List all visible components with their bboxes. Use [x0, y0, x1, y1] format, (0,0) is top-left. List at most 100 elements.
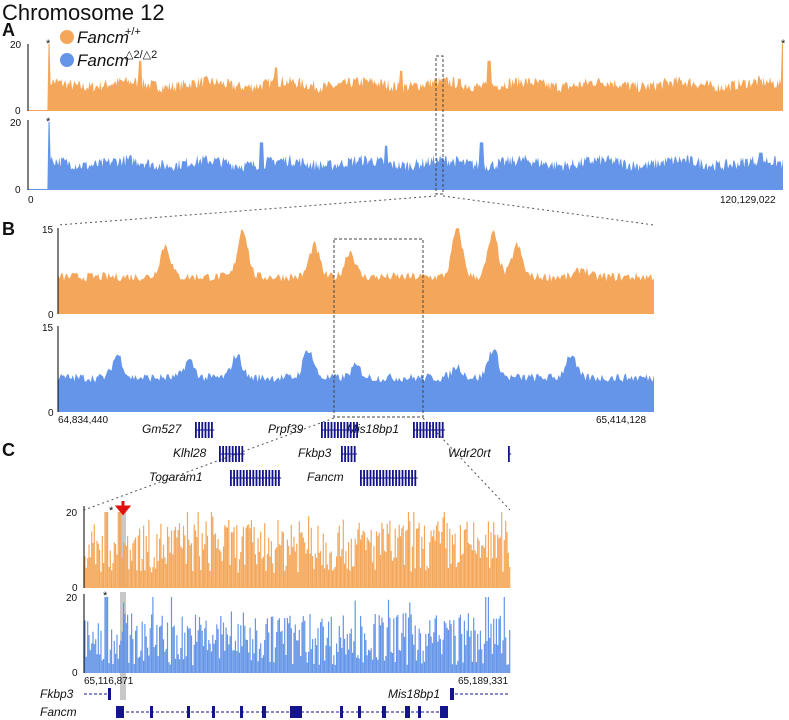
gene-exon — [219, 446, 221, 462]
gene-exon — [274, 470, 277, 486]
gene-label-mis18bp1: Mis18bp1 — [347, 422, 399, 436]
gene-exon — [230, 470, 232, 486]
panel-c-wt-peak-marker: * — [109, 505, 114, 517]
gene-exon — [358, 706, 361, 718]
panel-label-b: B — [2, 219, 15, 239]
panel-c-x-start: 65,116,871 — [84, 676, 134, 687]
gene-exon — [212, 706, 215, 718]
panel-a-wt-peak-marker-left: * — [46, 38, 51, 50]
gene-exon — [379, 470, 381, 486]
panel-c-red-arrow-icon — [114, 501, 132, 516]
legend-mut-label: Fancm — [77, 51, 129, 70]
gene-exon — [337, 422, 339, 438]
panel-c-wt-ytick-max: 20 — [66, 508, 78, 519]
gene-exon — [344, 446, 346, 462]
panel-b-zoom-box — [333, 238, 424, 418]
gene-exon — [408, 470, 410, 486]
gene-exon — [231, 446, 234, 462]
gene-exon — [392, 470, 394, 486]
gene-exon — [422, 422, 425, 438]
gene-exon — [324, 422, 326, 438]
gene-exon — [413, 422, 415, 438]
gene-exon — [262, 706, 266, 718]
figure-title: Chromosome 12 — [2, 0, 165, 25]
gene-label-fkbp3: Fkbp3 — [298, 446, 332, 460]
panel-b-zoom-line-right — [422, 417, 511, 511]
gene-exon — [438, 422, 441, 438]
gene-exon — [366, 470, 369, 486]
legend-wt-label: Fancm — [77, 28, 129, 47]
panel-b-wt-ytick-max: 15 — [42, 225, 54, 236]
gene-label-wdr20rt: Wdr20rt — [448, 446, 491, 460]
gene-exon — [425, 422, 428, 438]
gene-label-c-fkbp3: Fkbp3 — [40, 687, 74, 701]
gene-label-togaram1: Togaram1 — [149, 470, 203, 484]
gene-exon — [405, 706, 410, 718]
gene-exon — [116, 706, 124, 718]
gene-exon — [204, 422, 207, 438]
gene-exon — [340, 422, 342, 438]
panel-c-mut-peak-marker: * — [103, 590, 108, 602]
panel-label-a: A — [2, 20, 15, 40]
gene-exon — [246, 470, 248, 486]
panel-c-gene-models — [84, 688, 510, 718]
gene-exon — [207, 422, 210, 438]
gene-exon — [508, 446, 510, 462]
gene-exon — [341, 446, 343, 462]
gene-exon — [195, 422, 197, 438]
panel-a-wt-track: 20 0 * * — [10, 38, 786, 117]
gene-exon — [333, 422, 336, 438]
panel-b-gene-models — [195, 422, 512, 486]
panel-b-gene-track: Gm527 Prpf39 Mis18bp1 Klhl28 Fkbp3 Wdr20… — [142, 422, 512, 486]
panel-b-mut-ytick-max: 15 — [42, 323, 54, 334]
gene-exon — [376, 470, 378, 486]
gene-exon — [385, 470, 388, 486]
panel-a-mut-ytick-min: 0 — [15, 185, 21, 196]
panel-c-wt-ytick-min: 0 — [72, 583, 78, 594]
gene-label-fancm: Fancm — [307, 470, 344, 484]
gene-exon — [429, 422, 431, 438]
gene-exon — [258, 470, 261, 486]
gene-exon — [241, 446, 244, 462]
gene-exon — [290, 706, 302, 718]
legend-mut-marker — [60, 53, 74, 67]
gene-exon — [236, 470, 239, 486]
panel-b-mut-area — [58, 349, 654, 412]
gene-exon — [198, 422, 200, 438]
gene-exon — [360, 470, 362, 486]
gene-exon — [398, 470, 401, 486]
gene-exon — [414, 470, 417, 486]
panel-c-wt-bars — [84, 512, 511, 588]
panel-a-mut-area — [28, 122, 783, 190]
panel-a-wt-peak-marker-right: * — [781, 38, 786, 50]
gene-exon — [419, 422, 422, 438]
panel-b-mut-ytick-min: 0 — [48, 408, 54, 419]
panel-c-mut-ytick-max: 20 — [66, 593, 78, 604]
gene-exon — [238, 446, 240, 462]
gene-exon — [353, 446, 356, 462]
gene-exon — [255, 470, 258, 486]
gene-exon — [372, 470, 375, 486]
gene-exon — [435, 422, 438, 438]
gene-exon — [388, 470, 391, 486]
panel-a-zoom-line-right — [442, 195, 655, 226]
gene-exon — [235, 446, 237, 462]
panel-a-wt-area — [28, 44, 783, 111]
gene-exon — [369, 470, 372, 486]
panel-c-mut-ytick-min: 0 — [72, 668, 78, 679]
gene-exon — [252, 470, 255, 486]
gene-exon — [271, 470, 274, 486]
gene-label-klhl28: Klhl28 — [173, 446, 207, 460]
gene-label-c-mis18bp1: Mis18bp1 — [388, 687, 440, 701]
gene-exon — [441, 422, 444, 438]
gene-exon — [340, 706, 343, 718]
gene-exon — [233, 470, 235, 486]
panel-c-x-end: 65,189,331 — [458, 676, 508, 687]
gene-label-c-fancm: Fancm — [40, 705, 77, 719]
panel-a-zoom-line-left — [57, 195, 437, 226]
gene-exon — [278, 470, 280, 486]
gene-exon — [225, 446, 228, 462]
gene-exon — [242, 470, 245, 486]
gene-exon — [150, 706, 153, 718]
gene-exon — [404, 470, 407, 486]
